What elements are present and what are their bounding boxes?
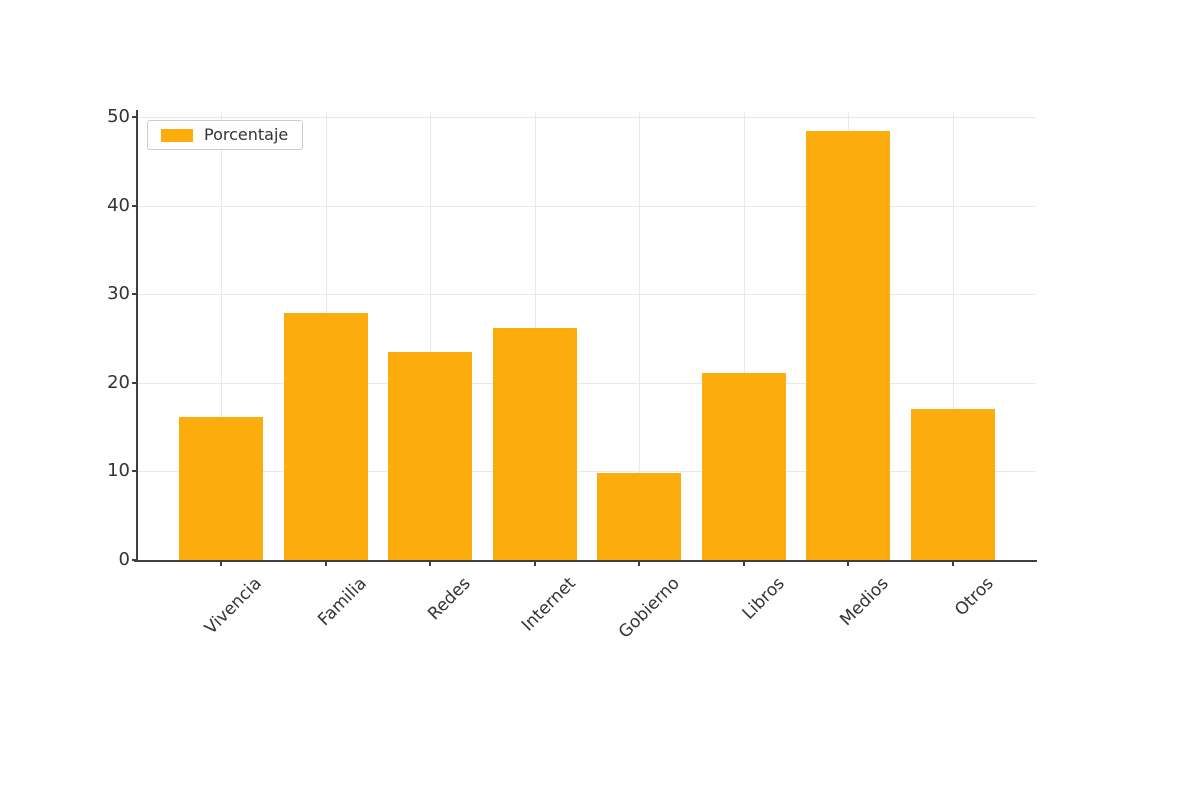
y-tick-label: 40 — [107, 194, 130, 216]
y-tick-label: 10 — [107, 460, 130, 482]
y-axis-spine — [136, 110, 138, 562]
legend: Porcentaje — [147, 120, 304, 150]
y-tick-label: 30 — [107, 283, 130, 305]
y-tick-mark — [132, 116, 138, 119]
x-tick-label: Familia — [313, 573, 371, 631]
x-tick-label: Vivencia — [200, 573, 266, 639]
x-tick-mark — [220, 560, 222, 566]
y-tick-mark — [132, 470, 138, 473]
x-tick-label: Internet — [517, 573, 580, 636]
x-tick-mark — [429, 560, 431, 566]
legend-label: Porcentaje — [204, 125, 289, 144]
y-gridline — [138, 382, 1035, 384]
x-tick-mark — [324, 560, 327, 566]
bar — [283, 312, 368, 560]
y-tick-mark — [132, 293, 138, 296]
x-gridline — [221, 112, 222, 560]
x-gridline — [639, 112, 640, 560]
x-tick-label: Gobierno — [614, 573, 684, 643]
bar — [806, 130, 890, 560]
y-tick-label: 0 — [118, 549, 130, 570]
bar — [910, 408, 995, 560]
bar — [492, 328, 577, 560]
y-tick-label: 20 — [107, 371, 130, 393]
x-tick-mark — [847, 560, 849, 566]
x-gridline — [743, 112, 745, 560]
bar — [179, 416, 263, 560]
legend-swatch — [161, 128, 193, 142]
x-axis-spine — [134, 560, 1037, 562]
x-tick-label: Libros — [738, 573, 789, 624]
x-tick-mark — [951, 560, 954, 566]
y-gridline — [138, 117, 1035, 119]
x-gridline — [430, 112, 431, 560]
y-gridline — [138, 471, 1035, 473]
x-tick-label: Redes — [424, 573, 475, 625]
x-tick-mark — [742, 560, 745, 566]
x-gridline — [952, 112, 954, 560]
bar — [597, 473, 681, 560]
y-tick-label: 50 — [107, 106, 130, 128]
y-tick-mark — [132, 204, 138, 207]
bar — [701, 373, 786, 560]
y-gridline — [138, 205, 1035, 207]
x-tick-mark — [533, 560, 536, 566]
y-gridline — [138, 294, 1035, 296]
x-tick-label: Otros — [950, 573, 998, 621]
x-tick-label: Medios — [836, 573, 893, 631]
x-tick-mark — [638, 560, 640, 566]
y-tick-mark — [132, 381, 138, 384]
bar — [388, 351, 472, 560]
